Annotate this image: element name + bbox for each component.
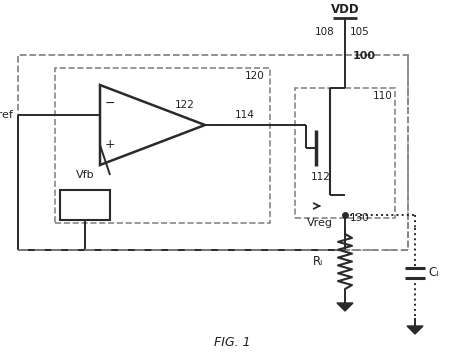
Text: 130: 130: [350, 213, 370, 223]
Text: 100: 100: [353, 51, 376, 61]
Text: Cₗ: Cₗ: [428, 267, 438, 280]
Text: +: +: [105, 138, 115, 152]
Text: Vref: Vref: [0, 110, 14, 120]
Polygon shape: [337, 303, 353, 311]
Text: 108: 108: [315, 27, 335, 37]
Bar: [60, 190, 110, 220]
Text: −: −: [105, 97, 115, 109]
Text: VDD: VDD: [331, 3, 359, 16]
Bar: [295, 88, 395, 218]
Text: Rₗ: Rₗ: [313, 255, 323, 268]
Text: 114: 114: [235, 110, 255, 120]
Polygon shape: [407, 326, 423, 334]
Text: 120: 120: [245, 71, 265, 81]
Bar: [55, 68, 270, 223]
Text: 105: 105: [350, 27, 370, 37]
Text: FIG. 1: FIG. 1: [214, 336, 250, 348]
Text: 112: 112: [311, 172, 331, 182]
Text: 122: 122: [175, 100, 195, 110]
Text: Vfb: Vfb: [76, 170, 94, 180]
Text: Vreg: Vreg: [307, 218, 333, 228]
Text: 110: 110: [373, 91, 393, 101]
Bar: [18, 55, 408, 250]
